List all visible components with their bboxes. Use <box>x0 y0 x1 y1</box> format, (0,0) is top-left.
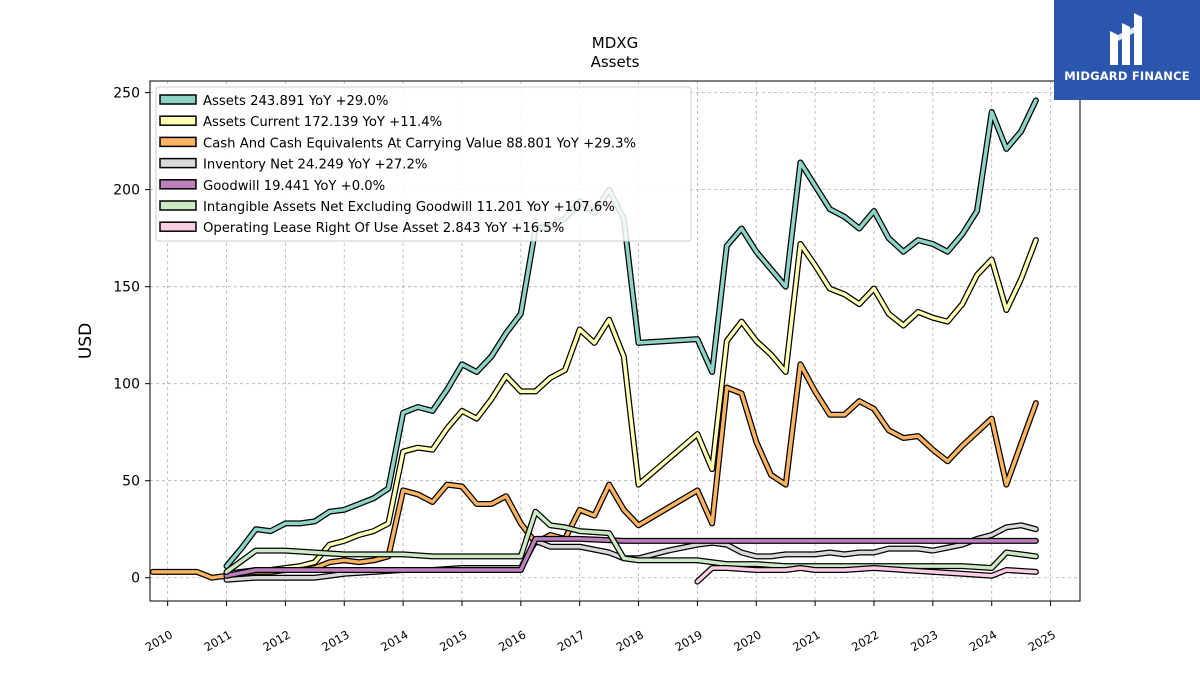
y-tick-label: 200 <box>113 183 140 199</box>
legend-swatch <box>159 179 197 190</box>
legend-label: Cash And Cash Equivalents At Carrying Va… <box>203 136 636 151</box>
series-layer <box>149 97 1039 585</box>
legend-label: Inventory Net 24.249 YoY +27.2% <box>203 158 427 173</box>
y-tick-label: 50 <box>122 474 140 490</box>
logo-mark-icon <box>1110 13 1142 65</box>
legend-entry: Cash And Cash Equivalents At Carrying Va… <box>159 136 636 151</box>
legend-box <box>155 86 692 242</box>
logo-text: MIDGARD FINANCE <box>1064 69 1190 83</box>
x-tick-label: 2023 <box>908 627 940 654</box>
midgard-finance-logo: MIDGARD FINANCE <box>1054 0 1200 100</box>
y-axis-label: USD <box>76 323 96 359</box>
x-tick-label: 2013 <box>319 627 351 654</box>
x-tick-label: 2024 <box>967 627 999 654</box>
y-tick-label: 0 <box>131 571 140 587</box>
chart-subtitle: Assets <box>591 53 640 71</box>
y-tick-label: 150 <box>113 280 140 296</box>
legend-entry: Assets Current 172.139 YoY +11.4% <box>159 115 442 130</box>
legend-label: Assets Current 172.139 YoY +11.4% <box>203 115 442 130</box>
series-line-stroke <box>695 566 1038 584</box>
x-tick-label: 2012 <box>261 627 293 654</box>
legend-entry: Inventory Net 24.249 YoY +27.2% <box>159 157 427 173</box>
legend-label: Goodwill 19.441 YoY +0.0% <box>203 179 385 194</box>
x-tick-label: 2022 <box>849 627 881 654</box>
y-tick-label: 100 <box>113 377 140 393</box>
x-tick-label: 2019 <box>673 627 705 654</box>
legend-swatch <box>159 200 197 211</box>
series-line <box>694 565 1039 585</box>
x-tick-label: 2015 <box>437 627 469 654</box>
legend-swatch <box>159 136 197 148</box>
x-tick-label: 2018 <box>614 627 646 654</box>
chart-title: MDXG <box>592 34 638 52</box>
x-tick-label: 2014 <box>378 627 410 654</box>
legend-swatch <box>159 157 197 169</box>
x-tick-label: 2021 <box>790 627 822 654</box>
y-tick-label: 250 <box>113 86 140 102</box>
x-tick-label: 2016 <box>496 627 528 654</box>
y-axis-ticks: 0 50 100 150 200 250 <box>113 86 150 587</box>
x-tick-label: 2025 <box>1026 627 1058 654</box>
series-line <box>223 508 1039 575</box>
legend-entry: Operating Lease Right Of Use Asset 2.843… <box>159 221 564 236</box>
legend-label: Intangible Assets Net Excluding Goodwill… <box>203 200 615 215</box>
legend-label: Operating Lease Right Of Use Asset 2.843… <box>203 221 564 236</box>
legend: Assets 243.891 YoY +29.0% Assets Current … <box>155 86 692 242</box>
legend-entry: Intangible Assets Net Excluding Goodwill… <box>159 200 615 215</box>
series-line-stroke <box>224 509 1038 574</box>
legend-entry: Assets 243.891 YoY +29.0% <box>159 94 388 109</box>
x-tick-label: 2017 <box>555 627 587 654</box>
series-line <box>223 237 1039 577</box>
legend-swatch <box>159 94 197 105</box>
x-tick-label: 2010 <box>143 627 175 654</box>
x-tick-label: 2020 <box>731 627 763 654</box>
legend-swatch <box>159 221 197 232</box>
legend-swatch <box>159 115 197 126</box>
plot-frame <box>149 80 1081 602</box>
series-line <box>223 535 1039 579</box>
series-line-stroke <box>224 537 1038 578</box>
series-line-stroke <box>224 238 1038 576</box>
legend-label: Assets 243.891 YoY +29.0% <box>203 94 388 109</box>
x-axis-ticks: 2010 2011 2012 2013 2014 2015 2016 2017 2018 2019… <box>143 601 1058 654</box>
x-tick-label: 2011 <box>202 627 234 654</box>
legend-entry: Goodwill 19.441 YoY +0.0% <box>159 179 385 194</box>
